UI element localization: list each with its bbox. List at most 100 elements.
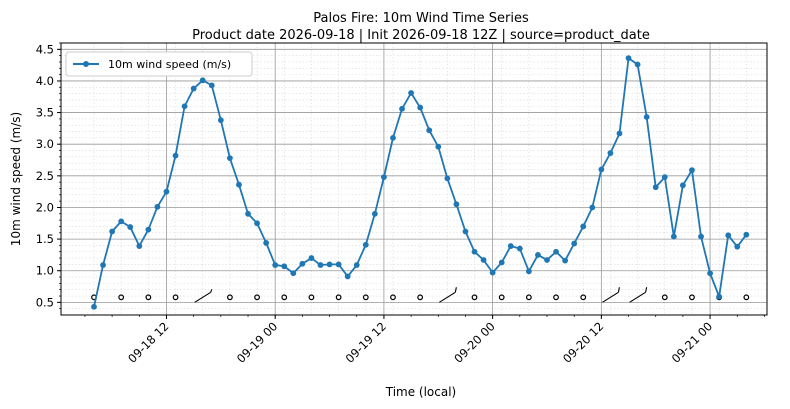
data-point <box>190 85 197 92</box>
data-point <box>589 204 596 211</box>
grid-lines <box>61 42 767 315</box>
chart-subtitle: Product date 2026-09-18 | Init 2026-09-1… <box>192 28 650 43</box>
wind-barb-shaft <box>194 291 212 303</box>
wind-barb-calm <box>553 294 559 301</box>
y-tick-label: 3.0 <box>36 137 54 151</box>
data-point <box>245 210 251 217</box>
x-axis-label: Time (local) <box>385 385 457 399</box>
data-point <box>607 150 614 156</box>
x-tick-label: 09-20 00 <box>451 319 497 365</box>
chart-title: Palos Fire: 10m Wind Time Series <box>313 11 529 26</box>
data-point <box>680 182 686 189</box>
data-point <box>516 245 523 252</box>
wind-barb-feather <box>454 287 457 293</box>
wind-barb-calm <box>281 294 288 301</box>
data-point <box>390 134 396 141</box>
data-point <box>417 104 424 111</box>
wind-barb-calm <box>417 294 424 301</box>
wind-barb-shaft <box>602 291 619 303</box>
wind-barb-feather <box>617 287 620 293</box>
data-point <box>290 270 297 277</box>
data-point <box>227 155 233 162</box>
data-point <box>643 114 650 120</box>
wind-barb-calm <box>743 294 750 301</box>
data-point <box>716 293 723 300</box>
data-point <box>598 166 605 173</box>
wind-barb <box>439 287 457 303</box>
data-point <box>661 174 668 181</box>
wind-barb-calm <box>390 294 396 301</box>
data-point <box>91 303 97 310</box>
data-point <box>362 241 369 248</box>
x-tick-label: 09-19 12 <box>343 319 389 365</box>
data-point <box>335 261 342 268</box>
data-point <box>489 269 496 276</box>
wind-barb-calm <box>689 294 695 301</box>
y-axis-ticks: 0.5 1.0 1.5 2.0 2.5 3.0 3.5 4.0 4.5 <box>36 42 61 309</box>
y-tick-label: 2.5 <box>36 169 54 183</box>
data-point <box>670 233 677 240</box>
data-point <box>381 174 387 181</box>
data-point <box>118 218 125 225</box>
y-tick-label: 0.5 <box>36 295 54 309</box>
wind-barb-calm <box>335 294 342 301</box>
data-point <box>507 243 514 249</box>
data-point <box>181 103 188 110</box>
wind-barb-calm <box>580 294 587 301</box>
data-point <box>163 188 170 195</box>
y-tick-label: 2.0 <box>36 200 54 214</box>
data-point <box>571 240 578 247</box>
data-point <box>344 273 351 280</box>
data-point <box>480 257 487 263</box>
data-point <box>562 257 569 264</box>
data-point <box>580 223 587 230</box>
y-tick-label: 1.0 <box>36 264 54 278</box>
data-point <box>544 257 550 263</box>
data-point <box>172 152 179 159</box>
wind-barb-calm <box>254 294 260 301</box>
data-point <box>616 130 623 137</box>
data-point <box>689 167 695 174</box>
y-tick-label: 1.5 <box>36 232 54 246</box>
data-point <box>217 117 224 124</box>
data-point <box>145 226 152 233</box>
wind-barb-calm <box>145 294 152 301</box>
data-point <box>100 262 106 268</box>
data-point <box>435 143 442 150</box>
wind-barb-calm <box>525 294 532 301</box>
data-point <box>462 228 469 235</box>
wind-barb-calm <box>661 294 668 301</box>
wind-barb <box>602 287 620 303</box>
data-point <box>634 61 641 68</box>
plot-area <box>60 42 768 316</box>
data-point <box>426 127 433 134</box>
data-point <box>399 105 405 112</box>
wind-barb-calm <box>172 294 179 301</box>
data-point <box>154 203 161 210</box>
data-point <box>535 252 541 258</box>
series-line <box>93 57 748 307</box>
data-point <box>281 263 288 270</box>
x-tick-label: 09-18 12 <box>125 319 171 365</box>
data-point <box>525 268 532 275</box>
data-point <box>326 261 333 268</box>
data-point <box>725 232 732 239</box>
wind-barb-calm <box>498 294 505 301</box>
x-tick-label: 09-21 00 <box>669 319 715 365</box>
data-point <box>353 262 360 268</box>
wind-barb-feather <box>210 289 213 293</box>
wind-barb-shaft <box>629 291 646 303</box>
wind-barb-shaft <box>439 291 456 303</box>
legend-marker <box>83 61 89 67</box>
wind-barb-calm <box>308 294 315 301</box>
legend-box <box>65 51 253 77</box>
data-point <box>553 248 559 255</box>
wind-barb-feather <box>645 287 648 293</box>
data-point <box>625 55 632 62</box>
data-point <box>199 77 206 84</box>
data-point <box>734 243 741 250</box>
wind-barb <box>629 287 648 303</box>
data-point <box>317 262 324 268</box>
data-point <box>498 259 505 266</box>
data-point <box>743 231 750 238</box>
